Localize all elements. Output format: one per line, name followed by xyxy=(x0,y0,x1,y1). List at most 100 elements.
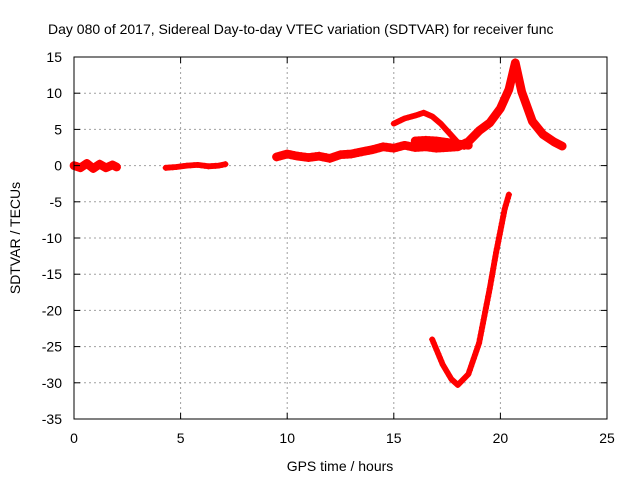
data-point-marker xyxy=(77,163,84,173)
data-point-marker xyxy=(397,141,404,151)
data-point-marker xyxy=(355,148,362,157)
data-point-marker xyxy=(96,159,103,169)
data-point-marker xyxy=(405,114,411,121)
data-point-marker xyxy=(550,137,557,147)
data-point-marker xyxy=(438,358,445,364)
data-point-marker xyxy=(323,153,330,162)
data-point-marker xyxy=(469,359,476,366)
data-point-marker xyxy=(480,316,487,323)
data-point-marker xyxy=(483,121,490,130)
x-tick-label: 0 xyxy=(70,430,78,446)
data-point-marker xyxy=(485,293,492,300)
series-segment-6 xyxy=(429,191,512,388)
x-tick-label: 20 xyxy=(493,430,509,446)
data-point-marker xyxy=(466,367,473,374)
data-point-marker xyxy=(408,113,415,120)
data-point-marker xyxy=(505,85,512,94)
data-point-marker xyxy=(401,115,408,122)
data-point-marker xyxy=(444,369,451,375)
data-point-marker xyxy=(479,324,486,331)
data-point-marker xyxy=(514,66,521,76)
data-point-marker xyxy=(277,151,284,161)
data-point-marker xyxy=(481,312,488,319)
data-point-marker xyxy=(502,202,509,209)
data-point-marker xyxy=(509,69,516,79)
data-point-marker xyxy=(106,162,113,171)
data-point-marker xyxy=(540,130,546,139)
data-point-marker xyxy=(222,161,229,168)
data-point-marker xyxy=(501,206,508,212)
data-point-marker xyxy=(394,119,401,125)
data-point-marker xyxy=(109,160,116,170)
series-segment-5 xyxy=(410,135,473,150)
data-point-marker xyxy=(80,161,87,170)
data-point-marker xyxy=(432,343,439,350)
data-point-marker xyxy=(87,161,93,171)
data-point-marker xyxy=(547,135,554,144)
data-point-marker xyxy=(473,347,480,354)
y-tick-label: -15 xyxy=(42,266,62,282)
data-point-marker xyxy=(330,152,337,162)
data-point-marker xyxy=(512,58,519,68)
data-point-marker xyxy=(83,159,90,168)
data-point-marker xyxy=(93,162,100,171)
data-point-marker xyxy=(507,77,514,87)
data-point-marker xyxy=(113,164,120,170)
data-point-marker xyxy=(503,198,510,205)
data-point-marker xyxy=(390,120,397,127)
series-segment-2 xyxy=(162,161,229,171)
data-point-marker xyxy=(397,117,404,124)
data-point-marker xyxy=(429,336,436,343)
data-point-marker xyxy=(437,120,444,127)
series-segment-3 xyxy=(272,58,567,163)
data-point-marker xyxy=(448,376,455,383)
data-point-marker xyxy=(477,332,484,339)
y-tick-label: -20 xyxy=(42,302,62,318)
data-point-marker xyxy=(479,123,486,133)
data-point-marker xyxy=(472,351,479,358)
chart-title: Day 080 of 2017, Sidereal Day-to-day VTE… xyxy=(48,21,554,37)
data-point-marker xyxy=(449,133,456,140)
data-point-marker xyxy=(326,154,333,163)
axis-ticks xyxy=(73,56,608,420)
x-tick-label: 10 xyxy=(279,430,295,446)
y-tick-label: 15 xyxy=(46,49,62,65)
data-point-marker xyxy=(412,112,419,119)
data-point-marker xyxy=(508,73,515,83)
data-point-marker xyxy=(500,213,507,220)
data-point-marker xyxy=(516,79,523,88)
tick-labels: 0 5 10 15 20 25 -35 -30 -25 -20 -15 -10 -5 0 5 10 15 xyxy=(42,49,615,446)
data-point-marker xyxy=(433,347,440,354)
data-point-marker xyxy=(483,301,490,308)
y-tick-label: -10 xyxy=(42,230,62,246)
data-point-marker xyxy=(394,142,401,152)
y-tick-label: 10 xyxy=(46,85,62,101)
data-point-marker xyxy=(559,143,566,150)
data-point-marker xyxy=(555,139,561,149)
y-axis-label: SDTVAR / TECUs xyxy=(7,182,23,294)
data-point-marker xyxy=(446,372,453,379)
y-tick-label: -5 xyxy=(50,194,63,210)
data-point-marker xyxy=(376,143,383,153)
x-tick-label: 5 xyxy=(177,430,185,446)
grid xyxy=(74,57,607,419)
data-point-marker xyxy=(486,285,493,292)
data-point-marker xyxy=(369,145,376,154)
data-point-marker xyxy=(506,81,513,91)
data-point-marker xyxy=(515,70,522,80)
data-point-marker xyxy=(443,127,450,133)
data-point-marker xyxy=(103,163,109,173)
data-point-marker xyxy=(482,305,489,311)
data-point-marker xyxy=(451,379,458,385)
data-point-marker xyxy=(440,123,447,130)
data-point-marker xyxy=(476,336,483,342)
data-point-marker xyxy=(390,143,397,153)
data-point-marker xyxy=(465,371,472,377)
data-point-marker xyxy=(287,150,294,160)
data-point-marker xyxy=(543,132,550,142)
data-point-marker xyxy=(516,75,522,84)
series-layer xyxy=(69,58,567,388)
data-point-marker xyxy=(373,144,379,154)
data-point-marker xyxy=(280,150,287,160)
